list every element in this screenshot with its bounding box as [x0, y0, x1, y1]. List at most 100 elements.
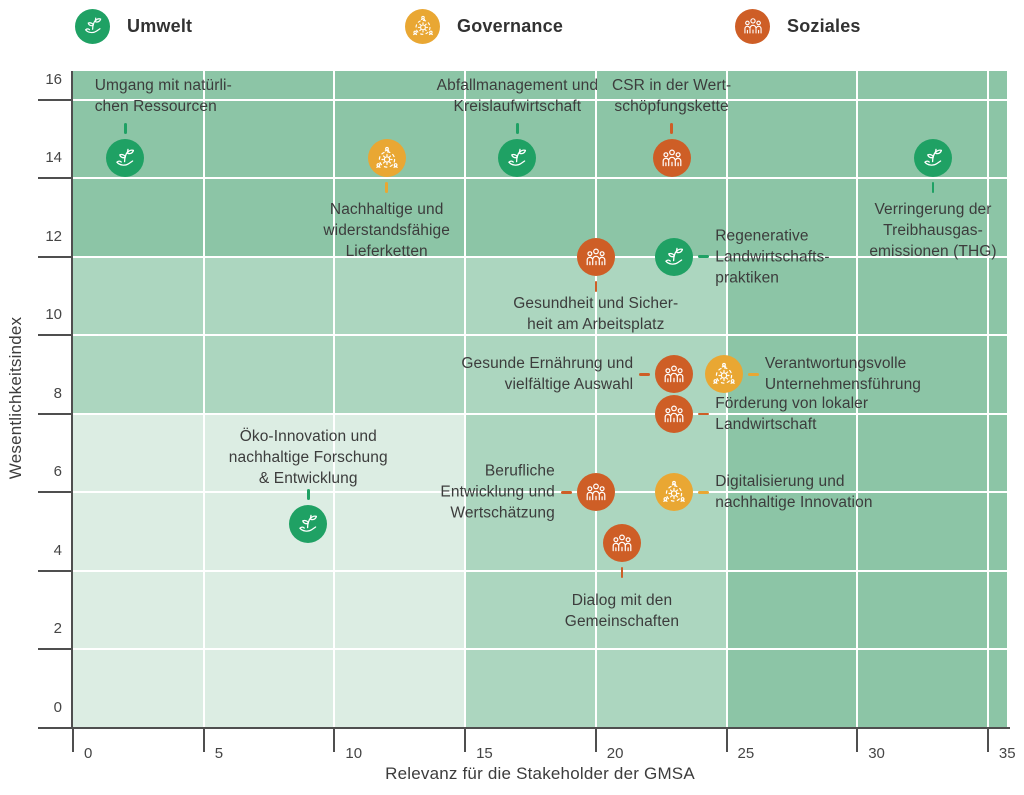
legend-label-governance: Governance	[457, 15, 564, 36]
x-tick-20	[594, 728, 597, 752]
legend-label-soziales: Soziales	[787, 15, 861, 36]
legend-circle-governance	[405, 8, 440, 44]
connector-nachhaltige-lieferketten	[385, 182, 388, 194]
y-tick-label-0: 0	[53, 699, 62, 716]
legend-circle-soziales	[735, 8, 770, 44]
gridline-y-2	[73, 648, 1007, 651]
leaf-hand-icon	[299, 514, 318, 532]
y-tick-label-14: 14	[45, 149, 62, 167]
people-group-icon	[586, 483, 606, 501]
legend: Umwelt Governance Soziales	[0, 0, 1024, 52]
connector-verantwortungsvolle-fuehrung	[747, 373, 759, 376]
point-label-verantwortungsvolle-fuehrung: Verantwortungsvolle Unternehmensführung	[764, 355, 922, 394]
leaf-hand-icon	[924, 149, 943, 167]
y-tick-label-6: 6	[53, 463, 62, 481]
gear-people-icon	[713, 363, 735, 385]
gridline-y-14	[73, 177, 1007, 180]
connector-gesundheit-sicherheit	[594, 280, 598, 292]
y-axis-title: Wesentlichkeitsindex	[6, 316, 25, 480]
point-label-gesunde-ernaehrung: Gesunde Ernährung und vielfältige Auswah…	[461, 355, 634, 394]
legend-item-governance: Governance	[405, 8, 563, 44]
people-group-icon	[612, 534, 632, 552]
legend-item-umwelt: Umwelt	[75, 8, 192, 44]
data-point-dialog-gemeinschaften	[602, 524, 641, 563]
gridline-x-20	[594, 71, 597, 728]
point-label-digitalisierung-innovation: Digitalisierung und nachhaltige Innovati…	[715, 473, 873, 512]
x-axis-line	[71, 727, 1010, 729]
point-label-regenerative-landwirtschaft: Regenerative Landwirtschafts- praktiken	[715, 227, 830, 287]
y-axis-line	[71, 71, 73, 728]
data-point-abfallmanagement	[498, 139, 537, 178]
x-axis-title: Relevanz für die Stakeholder der GMSA	[385, 764, 695, 783]
x-tick-label-20: 20	[606, 745, 624, 762]
gridline-x-35	[986, 71, 989, 728]
connector-gesunde-ernaehrung	[639, 373, 651, 376]
legend-label-umwelt: Umwelt	[127, 15, 193, 36]
y-tick-label-8: 8	[53, 384, 62, 402]
gridline-y-4	[73, 569, 1007, 572]
x-tick-label-15: 15	[476, 745, 493, 762]
point-label-nachhaltige-lieferketten: Nachhaltige und widerstandsfähige Liefer…	[323, 201, 450, 261]
gear-people-icon	[663, 481, 686, 503]
point-label-abfallmanagement: Abfallmanagement und Kreislaufwirtschaft	[436, 77, 599, 116]
x-tick-5	[202, 728, 205, 752]
data-point-digitalisierung-innovation	[655, 473, 694, 512]
connector-verringerung-thg	[931, 182, 935, 194]
x-tick-35	[986, 728, 989, 752]
gear-people-icon	[375, 147, 398, 169]
people-group-icon	[664, 365, 684, 383]
data-point-foerderung-lokale-landwirtschaft	[655, 394, 694, 433]
y-tick-12	[38, 255, 73, 258]
x-tick-10	[333, 728, 336, 752]
connector-foerderung-lokale-landwirtschaft	[698, 412, 710, 415]
y-tick-6	[38, 491, 73, 494]
y-tick-8	[38, 412, 73, 415]
connector-umgang-natuerliche-ressourcen	[124, 123, 127, 135]
data-point-umgang-natuerliche-ressourcen	[106, 139, 145, 178]
data-point-gesundheit-sicherheit	[576, 237, 615, 276]
connector-digitalisierung-innovation	[698, 491, 710, 494]
data-point-verantwortungsvolle-fuehrung	[704, 355, 743, 394]
people-group-icon	[586, 248, 606, 265]
x-tick-label-35: 35	[998, 745, 1016, 762]
connector-csr-wertschoepfungskette	[670, 123, 673, 135]
leaf-hand-icon	[665, 247, 684, 265]
leaf-hand-icon	[84, 17, 101, 34]
y-tick-label-10: 10	[45, 306, 62, 324]
zone-top-band	[73, 70, 1007, 257]
connector-regenerative-landwirtschaft	[698, 255, 710, 258]
data-point-nachhaltige-lieferketten	[367, 139, 406, 178]
x-tick-25	[725, 728, 728, 752]
people-group-icon	[743, 18, 762, 34]
point-label-oeko-innovation: Öko-Innovation und nachhaltige Forschung…	[228, 427, 388, 487]
x-tick-label-5: 5	[214, 745, 224, 762]
connector-oeko-innovation	[307, 488, 310, 500]
data-point-gesunde-ernaehrung	[655, 355, 694, 394]
legend-circle-umwelt	[75, 8, 110, 44]
y-tick-10	[38, 334, 73, 337]
leaf-hand-icon	[116, 149, 135, 167]
people-group-icon	[664, 405, 684, 422]
y-tick-2	[38, 648, 73, 651]
people-group-icon	[662, 149, 681, 167]
point-label-umgang-natuerliche-ressourcen: Umgang mit natürli- chen Ressourcen	[94, 77, 232, 116]
point-label-csr-wertschoepfungskette: CSR in der Wert- schöpfungskette	[611, 77, 732, 116]
x-tick-label-10: 10	[345, 745, 363, 762]
connector-abfallmanagement	[516, 123, 519, 135]
y-tick-0	[38, 727, 73, 729]
x-tick-0	[72, 728, 74, 752]
data-point-oeko-innovation	[289, 504, 328, 543]
gear-people-icon	[412, 15, 433, 36]
y-tick-14	[38, 177, 73, 180]
y-tick-label-2: 2	[53, 620, 62, 638]
gridline-x-5	[202, 71, 205, 728]
y-tick-label-12: 12	[45, 227, 62, 245]
point-label-berufliche-entwicklung: Berufliche Entwicklung und Wertschätzung	[440, 462, 555, 522]
legend-item-soziales: Soziales	[735, 8, 861, 44]
gridline-x-15	[464, 71, 467, 728]
y-tick-16	[38, 98, 73, 101]
data-point-csr-wertschoepfungskette	[652, 139, 691, 178]
gridline-y-10	[73, 334, 1007, 337]
